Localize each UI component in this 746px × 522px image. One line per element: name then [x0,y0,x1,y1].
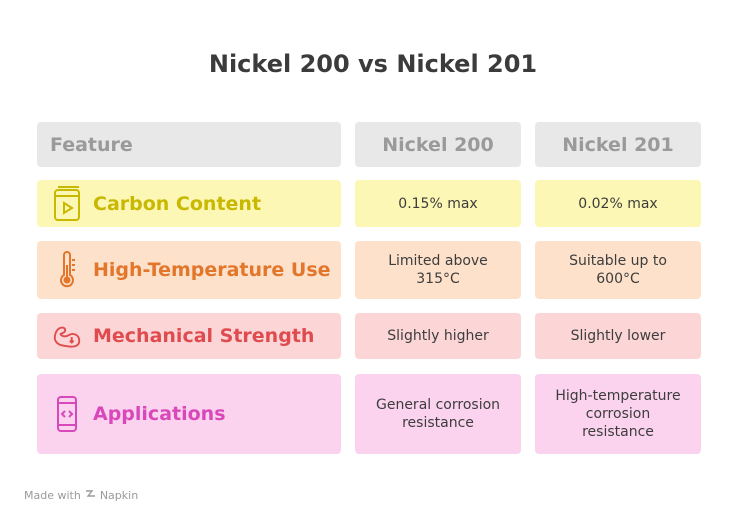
row-mechanical-strength-feature: Mechanical Strength [37,313,341,359]
footer-brand: Napkin [99,488,139,502]
header-nickel-201-label: Nickel 201 [562,133,674,156]
feature-label: Applications [93,403,226,425]
header-nickel-200-label: Nickel 200 [382,133,494,156]
row-carbon-content-nickel-201: 0.02% max [535,180,701,227]
value-text: 0.02% max [578,195,658,212]
row-applications-nickel-201: High-temperature corrosion resistance [535,374,701,454]
row-carbon-content-feature: Carbon Content [37,180,341,227]
feature-label: Carbon Content [93,192,262,215]
value-text: Slightly lower [570,328,666,344]
value-text: High-temperature corrosion resistance [555,388,681,440]
row-mechanical-strength-nickel-201: Slightly lower [535,313,701,359]
row-high-temperature-feature: High-Temperature Use [37,241,341,299]
value-text: Slightly higher [387,328,489,344]
value-text: Limited above 315°C [388,253,488,287]
row-mechanical-strength-nickel-200: Slightly higher [355,313,521,359]
thermometer-icon [51,250,83,290]
video-file-icon [51,184,83,224]
row-carbon-content-nickel-200: 0.15% max [355,180,521,227]
value-text: Suitable up to 600°C [569,253,667,287]
feature-label: Mechanical Strength [93,325,315,347]
footer-made-with: Made with [24,488,81,502]
flexed-arm-icon [51,316,83,356]
value-text: 0.15% max [398,195,478,212]
header-nickel-201: Nickel 201 [535,122,701,167]
row-high-temperature-nickel-200: Limited above 315°C [355,241,521,299]
row-applications-feature: Applications [37,374,341,454]
row-applications-nickel-200: General corrosion resistance [355,374,521,454]
footer: Made with Napkin [24,488,138,502]
napkin-logo-icon [85,488,96,502]
header-feature: Feature [37,122,341,167]
row-high-temperature-nickel-201: Suitable up to 600°C [535,241,701,299]
header-feature-label: Feature [50,133,133,156]
value-text: General corrosion resistance [375,397,501,431]
feature-label: High-Temperature Use [93,259,331,281]
mobile-code-icon [51,394,83,434]
header-nickel-200: Nickel 200 [355,122,521,167]
page-title: Nickel 200 vs Nickel 201 [208,50,538,78]
